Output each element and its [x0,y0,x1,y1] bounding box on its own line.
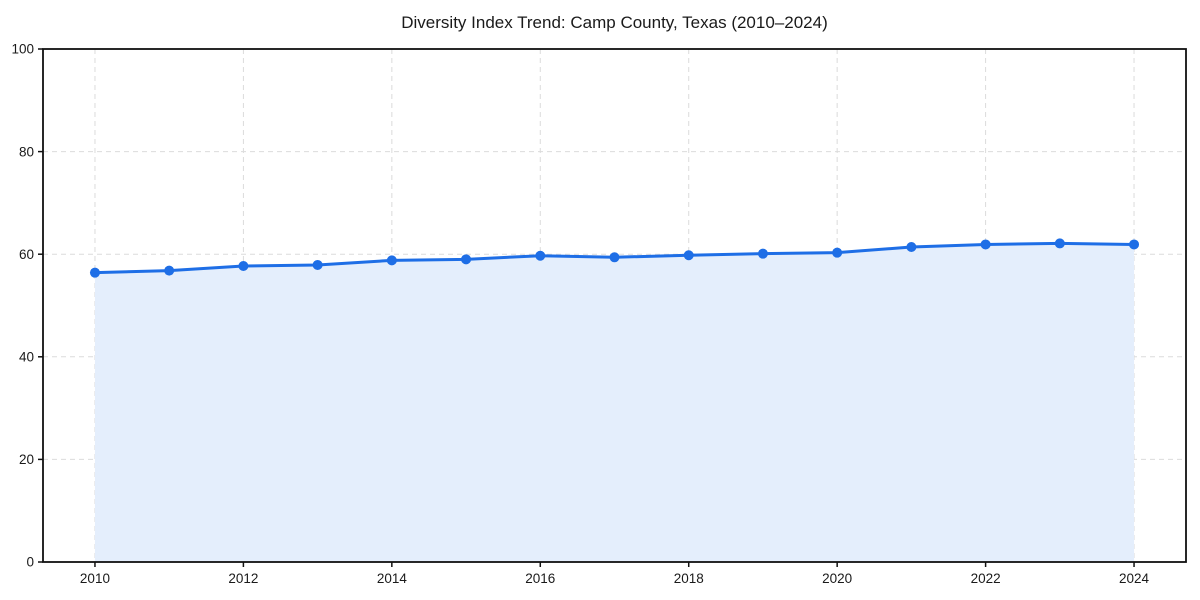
data-point-2021 [906,242,917,253]
axis-frame [42,48,1187,563]
y-tick-label-0: 0 [26,555,34,570]
y-tick-label-100: 100 [11,42,34,57]
data-point-2023 [1054,238,1065,249]
data-point-2016 [535,250,546,261]
data-point-2014 [386,255,397,266]
x-tick-label-2022: 2022 [971,571,1001,586]
data-point-2011 [164,265,175,276]
data-point-2022 [980,239,991,250]
data-point-2015 [461,254,472,265]
y-tick-label-40: 40 [19,350,34,365]
data-point-2019 [757,248,768,259]
x-tick-label-2016: 2016 [525,571,555,586]
data-point-2010 [89,267,100,278]
data-point-2018 [683,250,694,261]
x-tick-label-2018: 2018 [674,571,704,586]
data-point-2012 [238,260,249,271]
x-tick-label-2024: 2024 [1119,571,1150,586]
chart-title: Diversity Index Trend: Camp County, Texa… [401,13,828,32]
y-tick-label-60: 60 [19,247,34,262]
data-point-2017 [609,252,620,263]
y-tick-label-20: 20 [19,452,34,467]
data-point-2013 [312,259,323,270]
data-point-2020 [832,247,843,258]
x-tick-label-2014: 2014 [377,571,408,586]
data-point-2024 [1129,239,1140,250]
x-tick-label-2012: 2012 [228,571,258,586]
x-tick-label-2010: 2010 [80,571,110,586]
x-tick-label-2020: 2020 [822,571,852,586]
area-fill [94,243,1135,562]
y-tick-label-80: 80 [19,144,34,159]
